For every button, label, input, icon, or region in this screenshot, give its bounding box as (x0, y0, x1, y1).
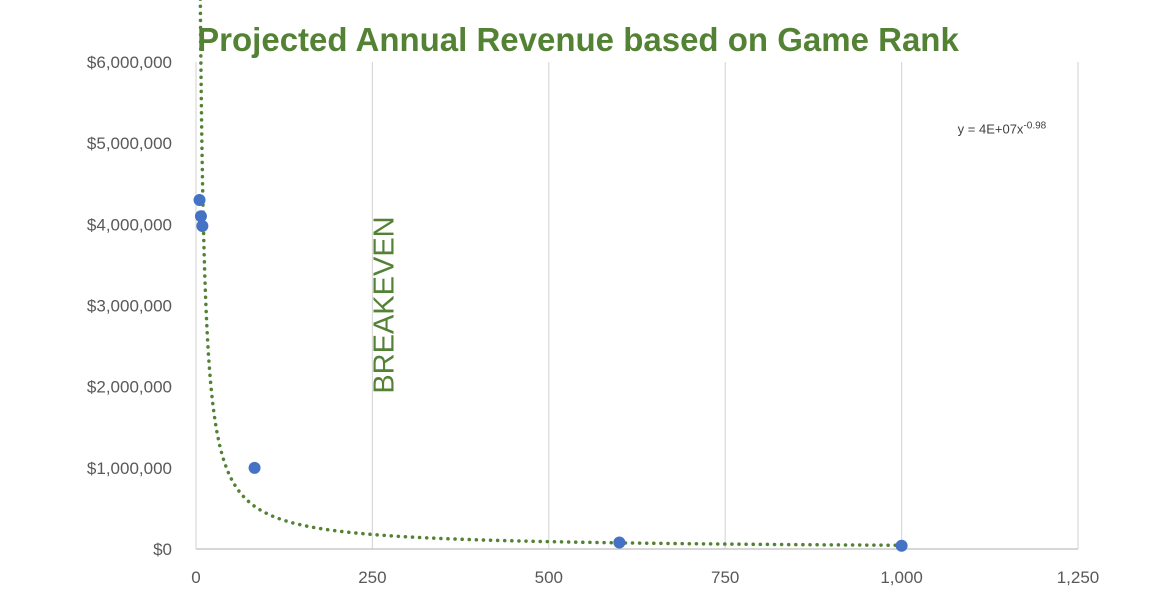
y-tick-label: $6,000,000 (87, 53, 172, 72)
data-point (895, 539, 908, 552)
data-point (196, 219, 209, 232)
chart-title: Projected Annual Revenue based on Game R… (197, 21, 959, 58)
x-tick-label: 1,000 (880, 568, 923, 587)
x-tick-label: 500 (535, 568, 563, 587)
x-tick-label: 750 (711, 568, 739, 587)
data-point (613, 536, 626, 549)
x-tick-label: 250 (358, 568, 386, 587)
y-tick-label: $3,000,000 (87, 297, 172, 316)
trendline-equation: y = 4E+07x-0.98 (958, 120, 1047, 136)
y-tick-label: $1,000,000 (87, 459, 172, 478)
data-point (193, 193, 206, 206)
axis-layer: 0 250 500 750 1,000 1,250 $0 $1,000,000 $2,000,0… (87, 53, 1099, 587)
y-tick-label: $2,000,000 (87, 378, 172, 397)
data-point (194, 210, 207, 223)
breakeven-annotation: BREAKEVEN (369, 216, 401, 393)
y-tick-label: $5,000,000 (87, 134, 172, 153)
x-tick-label: 1,250 (1057, 568, 1100, 587)
y-tick-label: $0 (153, 540, 172, 559)
x-tick-label: 0 (191, 568, 200, 587)
trendline-equation-base: y = 4E+07x (958, 121, 1024, 136)
annotation-layer: y = 4E+07x-0.98 BREAKEVEN (369, 120, 1047, 393)
data-point (248, 461, 261, 474)
y-tick-label: $4,000,000 (87, 215, 172, 234)
point-layer (193, 193, 908, 552)
trendline-equation-exponent: -0.98 (1023, 120, 1046, 131)
grid-layer (195, 62, 1079, 549)
